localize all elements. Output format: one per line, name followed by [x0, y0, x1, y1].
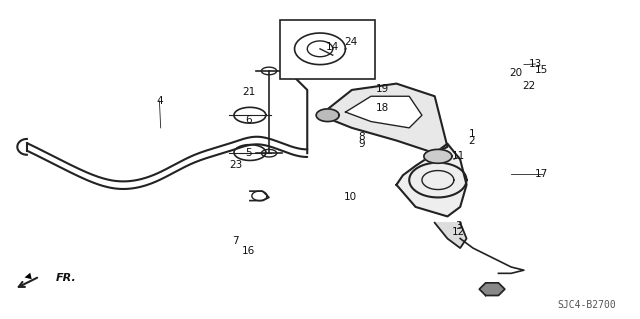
- Text: 3: 3: [456, 221, 462, 231]
- Polygon shape: [479, 283, 505, 295]
- Text: 22: 22: [522, 81, 536, 91]
- Text: 2: 2: [468, 136, 475, 145]
- Text: 5: 5: [245, 148, 252, 158]
- Text: SJC4-B2700: SJC4-B2700: [557, 300, 616, 310]
- Text: 9: 9: [358, 139, 365, 149]
- Polygon shape: [346, 96, 422, 128]
- Text: 17: 17: [535, 169, 548, 179]
- Text: 1: 1: [468, 129, 475, 139]
- Polygon shape: [396, 144, 467, 216]
- Text: FR.: FR.: [56, 273, 76, 283]
- Text: 15: 15: [535, 65, 548, 75]
- Text: 21: 21: [242, 87, 255, 98]
- Text: 24: 24: [344, 38, 357, 48]
- Text: 23: 23: [229, 160, 243, 170]
- Text: 16: 16: [242, 246, 255, 256]
- Text: 20: 20: [509, 69, 523, 78]
- Polygon shape: [316, 109, 339, 122]
- Bar: [280, 20, 375, 79]
- Polygon shape: [320, 84, 447, 153]
- Text: 6: 6: [245, 115, 252, 125]
- Text: 11: 11: [452, 151, 465, 161]
- Text: 13: 13: [529, 59, 542, 69]
- Text: 7: 7: [232, 236, 239, 246]
- Text: 4: 4: [156, 96, 163, 106]
- Text: 18: 18: [376, 103, 389, 113]
- Text: 10: 10: [344, 192, 357, 203]
- Text: 12: 12: [452, 227, 465, 237]
- Text: 14: 14: [326, 42, 339, 52]
- Polygon shape: [435, 223, 467, 248]
- Text: 19: 19: [376, 84, 389, 94]
- Polygon shape: [424, 149, 452, 163]
- Text: 8: 8: [358, 132, 365, 142]
